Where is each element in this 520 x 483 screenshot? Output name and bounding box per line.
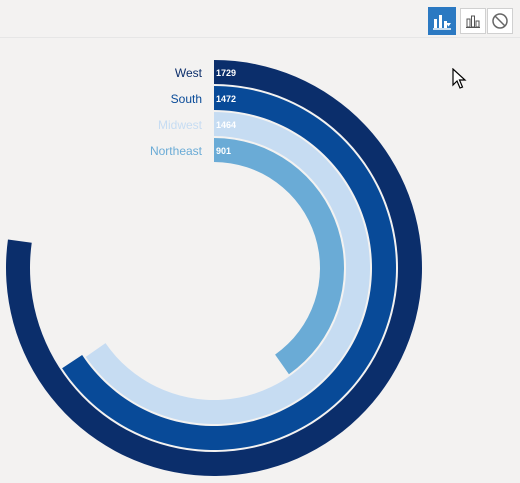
category-label-northeast: Northeast [150, 144, 203, 158]
category-label-south: South [171, 92, 202, 106]
value-label-south: 1472 [216, 94, 236, 104]
toolbar-divider [0, 37, 520, 38]
category-label-midwest: Midwest [158, 118, 203, 132]
bar-chart-icon [466, 15, 480, 28]
clear-icon [492, 13, 508, 29]
mouse-cursor-icon [452, 68, 467, 89]
chart-options-button[interactable] [428, 7, 456, 35]
clear-button[interactable] [487, 8, 513, 34]
chart-options-icon [433, 15, 451, 30]
category-label-west: West [175, 66, 203, 80]
value-label-northeast: 901 [216, 146, 231, 156]
value-label-west: 1729 [216, 68, 236, 78]
bar-chart-button[interactable] [460, 8, 486, 34]
arc-northeast[interactable] [214, 138, 344, 375]
value-label-midwest: 1464 [216, 120, 236, 130]
